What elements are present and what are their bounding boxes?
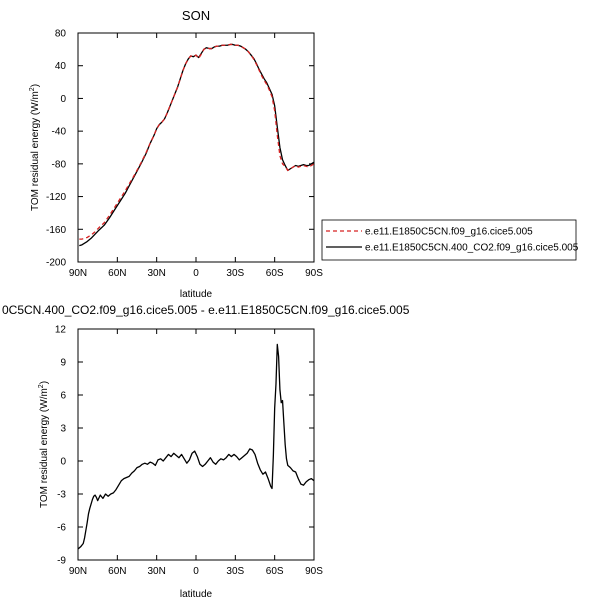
top-chart-xtick-label: 30N [147, 268, 165, 279]
bottom-chart-xtick-label: 90S [305, 566, 323, 577]
top-chart-ytick-label: -80 [52, 159, 67, 170]
bottom-chart-x-axis-label: latitude [180, 589, 213, 600]
bottom-chart-xtick-label: 60S [266, 566, 284, 577]
bottom-chart-xtick-label: 60N [108, 566, 126, 577]
bottom-chart-ytick-label: 9 [60, 358, 66, 369]
top-chart-ytick-label: 40 [55, 61, 67, 72]
bottom-chart-y-axis-label-superscript: 2 [38, 384, 45, 388]
top-chart-ytick-label: -200 [46, 258, 66, 269]
top-chart: SON 90N 60N 30N 0 30S 60S 90S -200 -160 -120 -80 -4… [29, 8, 579, 300]
bottom-chart-title: 0C5CN.400_CO2.f09_g16.cice5.005 - e.e11.… [2, 303, 410, 317]
bottom-chart-ytick-label: 6 [60, 391, 66, 402]
bottom-chart-y-axis-label-close: ) [39, 381, 50, 384]
top-chart-ticks: 90N 60N 30N 0 30S 60S 90S -200 -160 -120 -80 -40 0 40… [46, 29, 323, 280]
top-chart-xtick-label: 30S [226, 268, 244, 279]
top-chart-ytick-label: 80 [55, 29, 67, 40]
top-chart-y-axis-label-superscript: 2 [29, 87, 36, 91]
top-chart-y-axis-label: TOM residual energy (W/m2) [29, 84, 41, 211]
bottom-chart-xtick-label: 30S [226, 566, 244, 577]
bottom-chart-series [77, 343, 315, 550]
top-chart-series [79, 43, 315, 247]
top-chart-legend: e.e11.E1850C5CN.f09_g16.cice5.005 e.e11.… [321, 219, 579, 261]
top-chart-plot-frame [77, 32, 315, 263]
top-chart-ytick-label: -40 [52, 127, 67, 138]
bottom-chart-ytick-label: 12 [55, 325, 67, 336]
bottom-chart-ytick-label: -3 [57, 490, 66, 501]
top-chart-title: SON [182, 8, 210, 23]
legend-box [321, 219, 577, 261]
top-chart-xtick-label: 90N [69, 268, 87, 279]
bottom-chart-y-axis-label: TOM residual energy (W/m2) [38, 381, 50, 508]
top-chart-ytick-label: -160 [46, 225, 66, 236]
top-chart-xtick-label: 60S [266, 268, 284, 279]
bottom-chart-ytick-label: -6 [57, 523, 66, 534]
top-chart-xtick-label: 60N [108, 268, 126, 279]
top-chart-xtick-label: 0 [193, 268, 199, 279]
bottom-chart-ytick-label: -9 [57, 556, 66, 567]
bottom-chart-xtick-label: 30N [147, 566, 165, 577]
top-chart-ytick-label: -120 [46, 192, 66, 203]
bottom-chart-xtick-label: 0 [193, 566, 199, 577]
bottom-chart-ticks: 90N 60N 30N 0 30S 60S 90S -9 -6 -3 0 3 6 9 12 [55, 325, 323, 578]
top-chart-xtick-label: 90S [305, 268, 323, 279]
top-chart-x-axis-label: latitude [180, 289, 213, 300]
top-chart-ytick-label: 0 [60, 94, 66, 105]
bottom-chart-xtick-label: 90N [69, 566, 87, 577]
top-chart-y-axis-label-text: TOM residual energy (W/m [30, 91, 41, 211]
bottom-chart-ytick-label: 3 [60, 424, 66, 435]
bottom-chart: 0C5CN.400_CO2.f09_g16.cice5.005 - e.e11.… [2, 303, 410, 600]
legend-label-400co2: e.e11.E1850C5CN.400_CO2.f09_g16.cice5.00… [365, 243, 579, 254]
bottom-chart-series-line-0 [77, 343, 315, 550]
bottom-chart-y-axis-label-text: TOM residual energy (W/m [39, 388, 50, 508]
top-chart-series-line-0 [79, 43, 315, 240]
bottom-chart-ytick-label: 0 [60, 457, 66, 468]
legend-label-control: e.e11.E1850C5CN.f09_g16.cice5.005 [365, 227, 533, 238]
top-chart-y-axis-label-close: ) [30, 84, 41, 87]
